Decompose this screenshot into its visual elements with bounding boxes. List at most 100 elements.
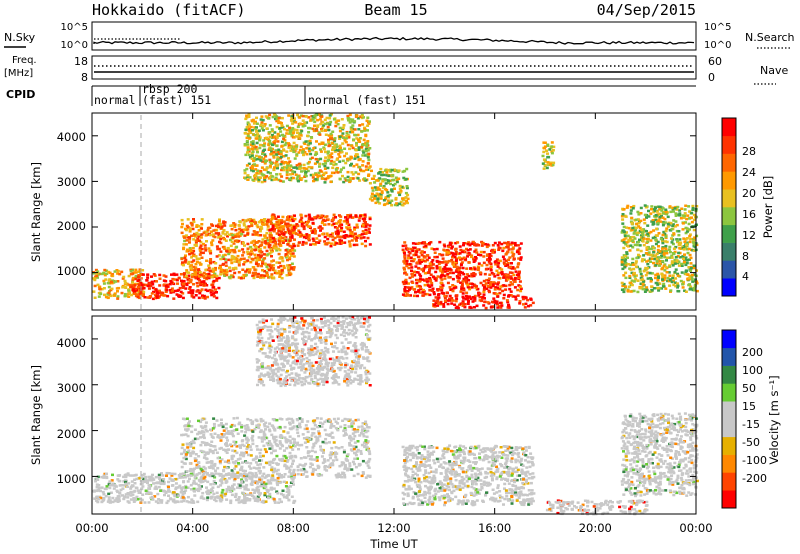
- power-cell: [310, 166, 314, 169]
- power-cell: [384, 197, 387, 201]
- velocity-cell: [162, 489, 166, 493]
- power-cell: [499, 306, 503, 309]
- power-cell: [465, 273, 469, 276]
- power-cell: [367, 227, 371, 230]
- power-cell: [265, 236, 269, 240]
- power-cell: [412, 246, 415, 249]
- power-cell: [200, 247, 204, 251]
- power-cell: [640, 259, 644, 263]
- power-cell: [251, 147, 254, 150]
- power-cell: [255, 126, 258, 129]
- power-cell: [324, 162, 328, 165]
- power-cell: [115, 269, 119, 272]
- power-cell: [307, 160, 311, 164]
- velocity-cell: [178, 484, 182, 488]
- power-cell: [270, 162, 274, 165]
- velocity-cell: [266, 490, 270, 494]
- velocity-cell: [140, 482, 144, 485]
- power-cell: [517, 273, 521, 276]
- power-cell: [323, 240, 327, 243]
- power-cell: [172, 272, 176, 276]
- power-cell: [495, 292, 499, 296]
- power-cell: [455, 269, 459, 272]
- power-cell: [623, 260, 627, 263]
- power-cell: [336, 232, 340, 235]
- power-cell: [489, 269, 493, 272]
- power-cell: [355, 137, 359, 140]
- power-cell: [658, 208, 662, 211]
- power-cell: [550, 141, 554, 144]
- power-cell: [338, 224, 342, 227]
- power-cell: [223, 253, 227, 257]
- power-cell: [361, 154, 365, 157]
- velocity-cell: [129, 498, 133, 501]
- power-cell: [496, 306, 500, 309]
- power-cell: [350, 120, 354, 123]
- power-cell: [496, 244, 500, 247]
- power-cell: [492, 297, 496, 300]
- power-cell: [518, 280, 522, 283]
- power-cell: [213, 268, 217, 272]
- power-cell: [366, 124, 370, 127]
- power-cell: [258, 247, 262, 251]
- power-cell: [310, 136, 313, 139]
- power-cell: [299, 134, 303, 137]
- power-cell: [349, 164, 352, 167]
- power-cell: [467, 252, 471, 255]
- power-cell: [295, 153, 299, 156]
- power-cell: [137, 278, 141, 282]
- power-cell: [514, 298, 518, 301]
- power-cell: [195, 281, 199, 285]
- power-cell: [182, 263, 185, 267]
- power-cell: [269, 222, 273, 226]
- power-cell: [310, 156, 314, 160]
- power-cell: [549, 163, 552, 166]
- power-cell: [156, 292, 160, 295]
- power-cell: [282, 233, 286, 236]
- velocity-cell: [183, 476, 187, 479]
- beam-title: Beam 15: [364, 1, 427, 19]
- power-cell: [95, 274, 99, 278]
- power-cell: [288, 224, 292, 227]
- power-cell: [312, 230, 316, 234]
- power-cell: [297, 163, 301, 166]
- velocity-cell: [262, 484, 266, 488]
- power-cell: [448, 271, 452, 275]
- power-cell: [285, 173, 289, 176]
- velocity-cell: [95, 499, 99, 502]
- power-cell: [184, 274, 188, 278]
- power-cell: [661, 212, 665, 215]
- velocity-cell: [229, 501, 233, 505]
- power-cell: [647, 259, 651, 262]
- power-cell: [643, 204, 647, 207]
- power-cell: [448, 297, 451, 301]
- power-cell: [362, 169, 366, 173]
- power-cell: [629, 268, 633, 271]
- power-cell: [162, 283, 166, 286]
- velocity-cell: [129, 487, 133, 490]
- power-cell: [364, 179, 368, 182]
- power-cell: [354, 153, 358, 156]
- power-cell: [289, 230, 293, 233]
- power-cell: [254, 137, 258, 140]
- power-cell: [411, 272, 415, 276]
- power-cell: [229, 259, 233, 262]
- power-cell: [346, 117, 350, 120]
- power-cell: [402, 202, 406, 205]
- power-cell: [333, 236, 337, 240]
- velocity-cell: [198, 485, 202, 488]
- power-cell: [188, 230, 192, 233]
- power-cell: [390, 188, 394, 191]
- power-cell: [336, 235, 340, 238]
- power-cell: [513, 277, 517, 281]
- velocity-cell: [198, 479, 202, 483]
- power-cell: [282, 162, 286, 165]
- power-cell: [624, 264, 628, 267]
- power-cell: [305, 235, 309, 238]
- power-cell: [257, 253, 260, 257]
- power-cell: [378, 202, 382, 205]
- power-cell: [217, 236, 221, 239]
- power-cell: [129, 269, 133, 273]
- power-cell: [275, 173, 279, 176]
- power-cell: [630, 222, 634, 225]
